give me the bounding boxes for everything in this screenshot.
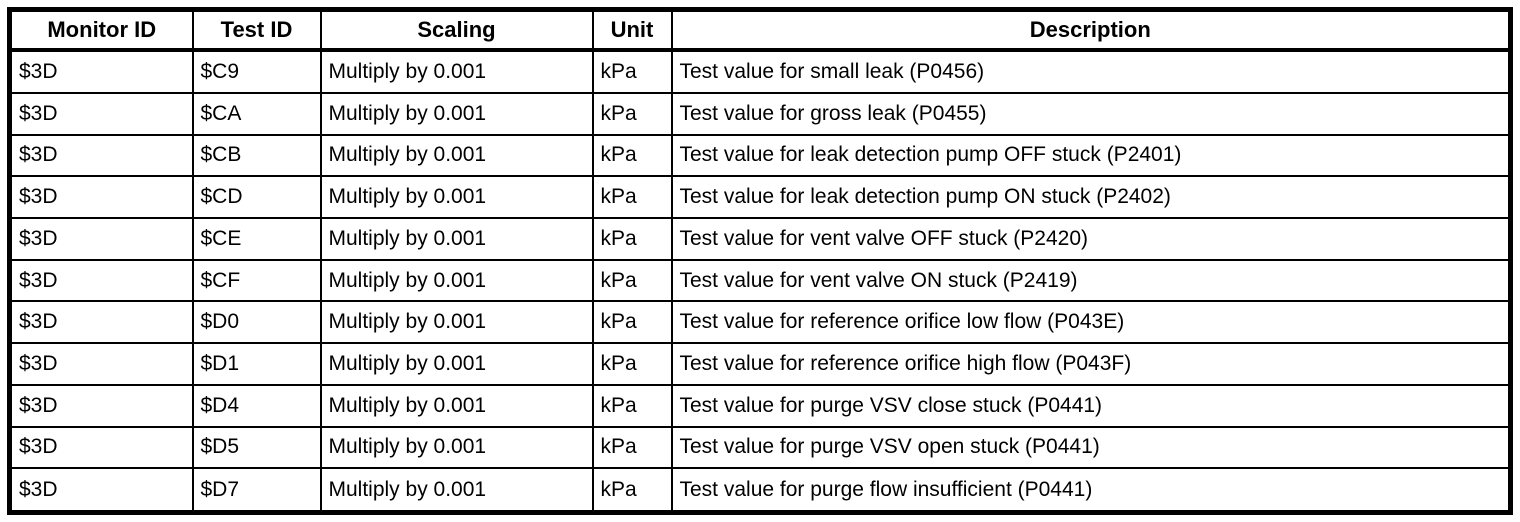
table-head: Monitor ID Test ID Scaling Unit Descript… (8, 8, 1512, 52)
cell-monitor-id: $3D (8, 467, 194, 514)
cell-scaling: Multiply by 0.001 (319, 133, 594, 178)
cell-unit: kPa (591, 216, 673, 261)
cell-unit: kPa (591, 383, 673, 428)
table-header-row: Monitor ID Test ID Scaling Unit Descript… (8, 8, 1512, 52)
cell-description: Test value for vent valve OFF stuck (P24… (670, 216, 1512, 261)
cell-monitor-id: $3D (8, 91, 194, 136)
cell-unit: kPa (591, 467, 673, 514)
table-row: $3D $D5 Multiply by 0.001 kPa Test value for… (8, 425, 1512, 470)
cell-monitor-id: $3D (8, 258, 194, 303)
table-row: $3D $D0 Multiply by 0.001 kPa Test value for… (8, 300, 1512, 345)
cell-unit: kPa (591, 91, 673, 136)
cell-description: Test value for small leak (P0456) (670, 48, 1512, 94)
cell-test-id: $D1 (191, 342, 322, 386)
cell-description: Test value for reference orifice high fl… (670, 342, 1512, 386)
cell-test-id: $CA (191, 91, 322, 136)
cell-unit: kPa (591, 342, 673, 386)
cell-test-id: $CB (191, 133, 322, 178)
cell-test-id: $D0 (191, 300, 322, 345)
cell-monitor-id: $3D (8, 133, 194, 178)
cell-test-id: $CE (191, 216, 322, 261)
cell-unit: kPa (591, 258, 673, 303)
table-row: $3D $D7 Multiply by 0.001 kPa Test value for… (8, 467, 1512, 514)
cell-scaling: Multiply by 0.001 (319, 216, 594, 261)
cell-scaling: Multiply by 0.001 (319, 48, 594, 94)
table-row: $3D $CB Multiply by 0.001 kPa Test value for… (8, 133, 1512, 178)
table-row: $3D $D4 Multiply by 0.001 kPa Test value for… (8, 383, 1512, 428)
cell-unit: kPa (591, 175, 673, 219)
cell-test-id: $CF (191, 258, 322, 303)
table-row: $3D $CF Multiply by 0.001 kPa Test value for… (8, 258, 1512, 303)
cell-monitor-id: $3D (8, 175, 194, 219)
cell-test-id: $D7 (191, 467, 322, 514)
col-header-monitor-id: Monitor ID (8, 8, 194, 52)
table-row: $3D $CA Multiply by 0.001 kPa Test value for… (8, 91, 1512, 136)
col-header-unit: Unit (591, 8, 673, 52)
cell-scaling: Multiply by 0.001 (319, 300, 594, 345)
table-row: $3D $D1 Multiply by 0.001 kPa Test value for… (8, 342, 1512, 386)
cell-test-id: $CD (191, 175, 322, 219)
cell-description: Test value for reference orifice low flo… (670, 300, 1512, 345)
col-header-scaling: Scaling (319, 8, 594, 52)
table-row: $3D $C9 Multiply by 0.001 kPa Test value for… (8, 48, 1512, 94)
cell-scaling: Multiply by 0.001 (319, 425, 594, 470)
cell-unit: kPa (591, 133, 673, 178)
cell-scaling: Multiply by 0.001 (319, 342, 594, 386)
cell-description: Test value for purge VSV open stuck (P04… (670, 425, 1512, 470)
cell-test-id: $D5 (191, 425, 322, 470)
cell-description: Test value for purge flow insufficient (… (670, 467, 1512, 514)
cell-scaling: Multiply by 0.001 (319, 258, 594, 303)
cell-monitor-id: $3D (8, 425, 194, 470)
cell-monitor-id: $3D (8, 342, 194, 386)
cell-unit: kPa (591, 300, 673, 345)
cell-scaling: Multiply by 0.001 (319, 467, 594, 514)
cell-description: Test value for vent valve ON stuck (P241… (670, 258, 1512, 303)
cell-monitor-id: $3D (8, 48, 194, 94)
cell-test-id: $C9 (191, 48, 322, 94)
col-header-description: Description (670, 8, 1512, 52)
cell-scaling: Multiply by 0.001 (319, 91, 594, 136)
cell-description: Test value for leak detection pump ON st… (670, 175, 1512, 219)
table-body: $3D $C9 Multiply by 0.001 kPa Test value for… (8, 48, 1512, 514)
cell-monitor-id: $3D (8, 216, 194, 261)
monitor-test-results-table: Monitor ID Test ID Scaling Unit Descript… (7, 7, 1513, 515)
cell-unit: kPa (591, 425, 673, 470)
cell-monitor-id: $3D (8, 383, 194, 428)
cell-unit: kPa (591, 48, 673, 94)
cell-description: Test value for leak detection pump OFF s… (670, 133, 1512, 178)
cell-description: Test value for purge VSV close stuck (P0… (670, 383, 1512, 428)
cell-monitor-id: $3D (8, 300, 194, 345)
table-row: $3D $CE Multiply by 0.001 kPa Test value for… (8, 216, 1512, 261)
col-header-test-id: Test ID (191, 8, 322, 52)
cell-scaling: Multiply by 0.001 (319, 383, 594, 428)
table-row: $3D $CD Multiply by 0.001 kPa Test value for… (8, 175, 1512, 219)
cell-scaling: Multiply by 0.001 (319, 175, 594, 219)
cell-description: Test value for gross leak (P0455) (670, 91, 1512, 136)
cell-test-id: $D4 (191, 383, 322, 428)
